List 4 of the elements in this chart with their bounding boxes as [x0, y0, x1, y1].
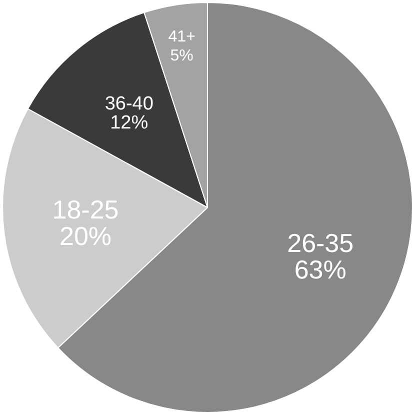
slice-label: 41+	[168, 28, 196, 46]
slice-label: 36-40	[104, 94, 154, 114]
data-label: 5%	[170, 47, 194, 64]
data-label: 12%	[110, 112, 148, 134]
